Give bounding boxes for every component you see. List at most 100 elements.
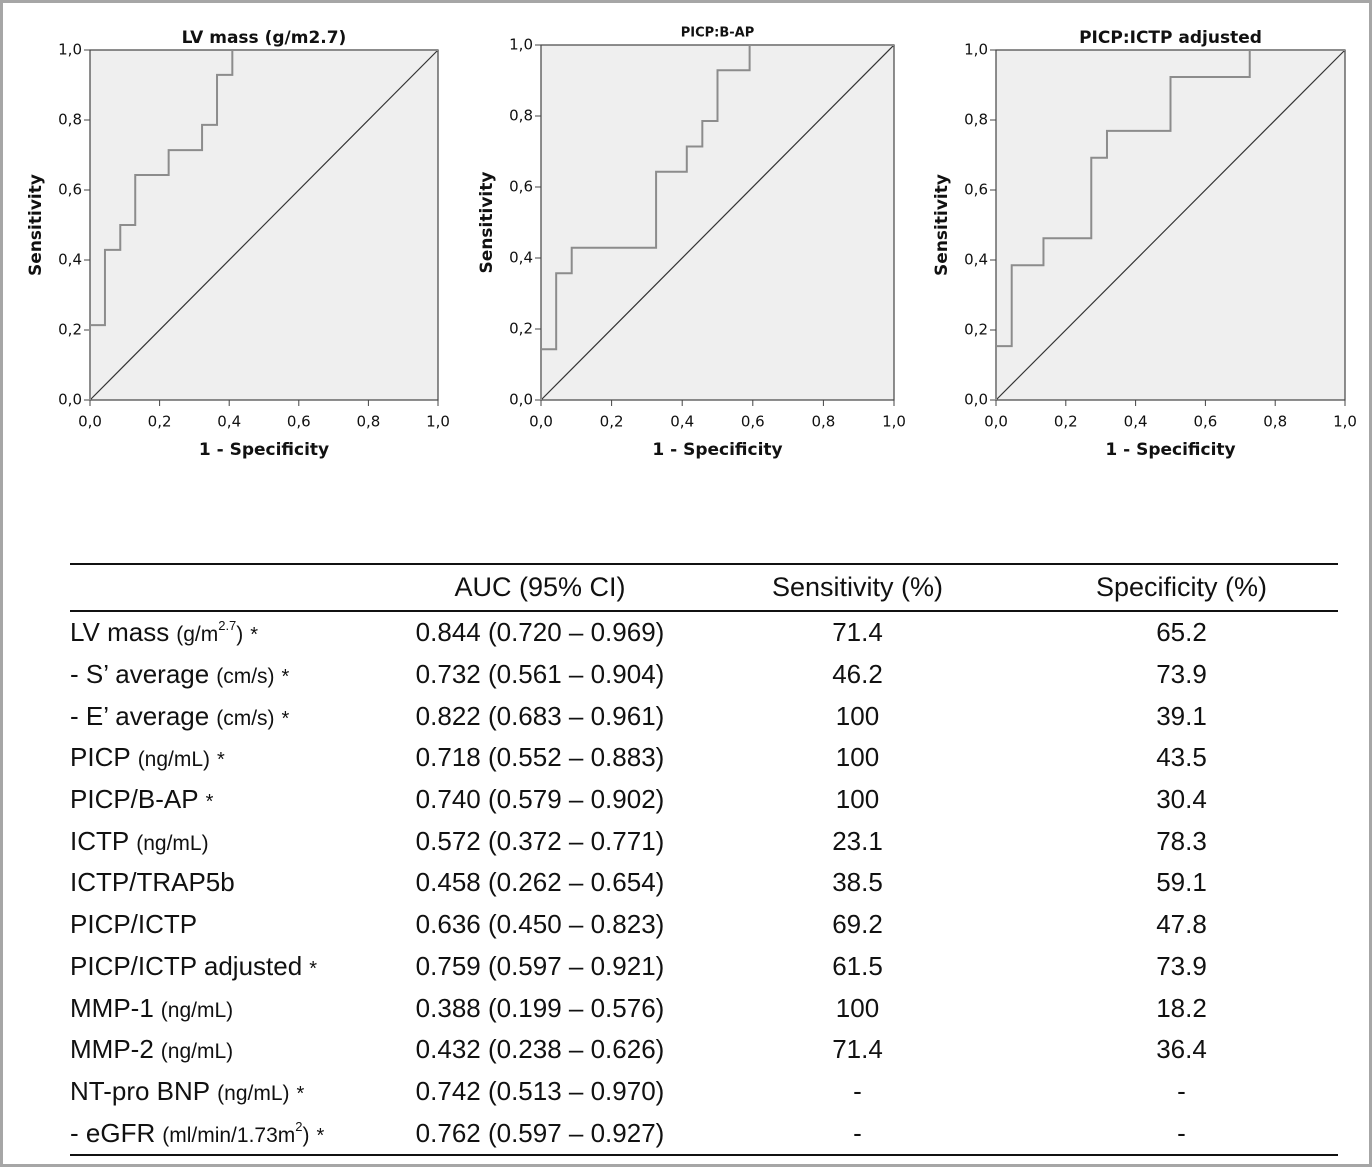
x-tick-label: 0,2	[148, 413, 172, 431]
label-part: *	[316, 1124, 325, 1147]
table-cell: 78.3	[1156, 825, 1207, 856]
table-row: NT-pro BNP (ng/mL) * 0.742 (0.513 – 0.970) -…	[70, 1071, 1338, 1113]
table-cell: 0.718 (0.552 – 0.883)	[415, 742, 665, 773]
table-cell: 73.9	[1156, 659, 1207, 690]
table-cell: -	[853, 1075, 862, 1106]
table-cell: 59.1	[1156, 867, 1207, 898]
x-tick-label: 0,8	[356, 413, 380, 431]
x-tick-label: 0,6	[741, 413, 765, 431]
table-cell: 61.5	[832, 950, 883, 981]
x-tick-label: 0,8	[811, 413, 835, 431]
y-tick-label: 0,0	[58, 391, 82, 409]
table-cell: 0.822 (0.683 – 0.961)	[415, 700, 665, 731]
label-part: (cm/s)	[216, 706, 275, 730]
label-part: PICP/ICTP adjusted	[70, 950, 303, 981]
roc-curve	[995, 49, 1345, 400]
row-label: ICTP (ng/mL)	[70, 820, 390, 862]
y-tick-label: 1,0	[58, 41, 82, 59]
row-label: MMP-1 (ng/mL)	[70, 987, 390, 1029]
table-row: - E’ average (cm/s) * 0.822 (0.683 – 0.961)…	[70, 695, 1338, 737]
x-axis-label: 1 - Specificity	[1105, 440, 1235, 460]
y-tick-label: 0,8	[58, 111, 82, 129]
chart-title: PICP:B-AP	[681, 26, 755, 41]
table-header: AUC (95% CI) Sensitivity (%) Specificity (…	[70, 563, 1338, 612]
y-tick-label: 0,2	[509, 320, 533, 338]
row-label: MMP-2 (ng/mL)	[70, 1029, 390, 1071]
table-cell: 0.388 (0.199 – 0.576)	[415, 992, 665, 1023]
table-cell: 65.2	[1156, 617, 1207, 648]
y-tick-label: 0,6	[58, 181, 82, 199]
y-tick-label: 0,4	[964, 251, 988, 269]
table-cell: 0.458 (0.262 – 0.654)	[415, 867, 665, 898]
y-tick-label: 0,2	[964, 321, 988, 339]
x-tick-label: 1,0	[1333, 413, 1357, 431]
table-row: PICP/ICTP 0.636 (0.450 – 0.823) 69.2 47.8	[70, 904, 1338, 946]
table-cell: 0.844 (0.720 – 0.969)	[415, 617, 665, 648]
label-part: )	[302, 1123, 310, 1147]
label-part: *	[281, 707, 290, 730]
table-cell: 100	[835, 784, 880, 815]
table-row: PICP/B-AP * 0.740 (0.579 – 0.902) 100 30.4	[70, 779, 1338, 821]
label-part: PICP	[70, 742, 131, 773]
chart-title: LV mass (g/m2.7)	[182, 28, 347, 48]
roc-curve	[89, 49, 438, 400]
table-row: MMP-2 (ng/mL) 0.432 (0.238 – 0.626) 71.4 36.…	[70, 1029, 1338, 1071]
label-part: ICTP/TRAP5b	[70, 867, 235, 898]
label-part: (ng/mL)	[160, 998, 234, 1022]
x-tick-label: 0,0	[984, 413, 1008, 431]
table-cell: 100	[835, 700, 880, 731]
row-label: NT-pro BNP (ng/mL) *	[70, 1071, 390, 1113]
roc-curve	[540, 44, 894, 400]
table-cell: 0.762 (0.597 – 0.927)	[390, 1112, 690, 1156]
y-tick-label: 0,6	[964, 181, 988, 199]
charts: 0,0 0,2 0,4 0,6 0,8 1,0 0,0 0,2 0,4 0,6 0,8 1,0 LV m…	[26, 26, 1357, 461]
y-tick-label: 0,6	[509, 178, 533, 196]
table-cell: 0.636 (0.450 – 0.823)	[415, 909, 665, 940]
row-label: PICP (ng/mL) *	[70, 737, 390, 779]
label-part: (ml/min/1.73m	[162, 1123, 296, 1147]
label-part: - S’ average	[70, 659, 210, 690]
column-header: Sensitivity (%)	[690, 563, 1025, 612]
label-part: (ng/mL)	[160, 1040, 234, 1064]
label-part: (g/m	[176, 623, 219, 647]
row-label: PICP/ICTP adjusted *	[70, 946, 390, 988]
table-row: MMP-1 (ng/mL) 0.388 (0.199 – 0.576) 100 18.2	[70, 987, 1338, 1029]
y-axis-label: Sensitivity	[932, 174, 952, 276]
label-part: MMP-1	[70, 992, 154, 1023]
label-part: *	[250, 624, 259, 647]
roc-chart: 0,0 0,2 0,4 0,6 0,8 1,0 0,0 0,2 0,4 0,6 0,8 1,0 PICP…	[932, 28, 1357, 460]
y-tick-label: 0,4	[58, 251, 82, 269]
table-cell: 23.1	[832, 825, 883, 856]
table-row: - S’ average (cm/s) * 0.732 (0.561 – 0.904)…	[70, 654, 1338, 696]
table-cell: 100	[835, 992, 880, 1023]
table-cell: -	[690, 1112, 1025, 1156]
table-cell: 18.2	[1156, 992, 1207, 1023]
table-cell: -	[1025, 1112, 1338, 1156]
label-part: *	[309, 957, 317, 980]
table-cell: 0.572 (0.372 – 0.771)	[415, 825, 665, 856]
table-cell: -	[1177, 1075, 1186, 1106]
y-tick-label: 0,8	[509, 107, 533, 125]
table-cell: 39.1	[1156, 700, 1207, 731]
label-part: *	[296, 1082, 305, 1105]
label-part: 2.7	[218, 618, 237, 634]
table-cell: 71.4	[832, 617, 883, 648]
table-cell: 38.5	[832, 867, 883, 898]
label-part: (cm/s)	[216, 665, 275, 689]
label-part: - eGFR	[70, 1117, 156, 1148]
row-label: - eGFR (ml/min/1.73m2) *	[70, 1112, 390, 1156]
label-part: NT-pro BNP	[70, 1075, 211, 1106]
table-cell: 69.2	[832, 909, 883, 940]
x-tick-label: 0,4	[1124, 413, 1148, 431]
reference-line	[89, 49, 439, 401]
row-label: PICP/ICTP	[70, 904, 390, 946]
table-cell: 100	[835, 742, 880, 773]
table-row: PICP (ng/mL) * 0.718 (0.552 – 0.883) 100 43.5	[70, 737, 1338, 779]
table-cell: 36.4	[1156, 1034, 1207, 1065]
table-cell: 46.2	[832, 659, 883, 690]
table-cell: 30.4	[1156, 784, 1207, 815]
x-tick-label: 0,2	[600, 413, 624, 431]
y-axis-label: Sensitivity	[477, 172, 497, 274]
label-part: (ng/mL)	[137, 748, 211, 772]
